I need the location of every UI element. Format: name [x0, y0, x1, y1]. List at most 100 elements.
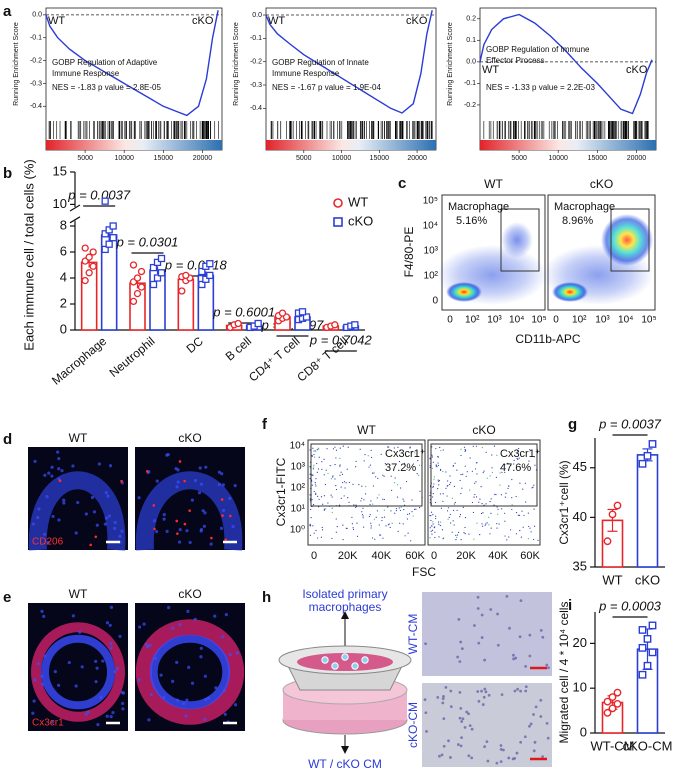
event-dot [460, 492, 462, 495]
event-dot [474, 468, 477, 470]
nucleus [57, 467, 61, 471]
column-label: WT [69, 587, 88, 601]
migrated-cell [467, 712, 470, 716]
data-point [129, 261, 138, 269]
event-dot [407, 532, 409, 534]
nucleus [103, 522, 107, 526]
y-axis-label: Each immune cell / total cells (%) [21, 159, 36, 350]
event-dot [387, 446, 390, 448]
gate-percent: 37.2% [385, 462, 416, 474]
nucleus [74, 531, 78, 535]
nucleus [233, 703, 238, 707]
event-dot [429, 458, 431, 460]
y-tick-label: -0.4 [250, 105, 262, 112]
event-dot [369, 503, 371, 506]
migrated-cell [483, 658, 487, 662]
data-point [109, 222, 117, 230]
nucleus [154, 656, 158, 661]
x-tick-label: WT [602, 572, 622, 587]
event-dot [435, 517, 437, 520]
event-dot [513, 459, 515, 462]
event-dot [325, 508, 327, 510]
event-dot [352, 527, 354, 529]
event-dot [488, 524, 490, 526]
event-dot [462, 473, 464, 475]
nucleus [71, 614, 75, 618]
event-dot [409, 447, 411, 449]
y-tick-label: 0 [432, 296, 438, 307]
event-dot [391, 489, 393, 491]
event-dot [432, 461, 434, 463]
event-dot [495, 476, 497, 478]
event-dot [315, 492, 317, 494]
event-dot [316, 471, 318, 473]
event-dot [462, 506, 464, 508]
event-dot [356, 535, 359, 537]
event-dot [321, 529, 324, 531]
transwell-image [422, 592, 552, 676]
event-dot [439, 446, 441, 449]
event-dot [519, 482, 521, 484]
event-dot [376, 510, 379, 512]
y-tick-label: 10⁰ [290, 525, 305, 536]
migrated-cell [459, 706, 463, 710]
event-dot [361, 485, 363, 487]
image-label: WT-CM [406, 614, 420, 655]
event-dot [474, 493, 476, 496]
event-dot [513, 463, 515, 465]
nucleus [62, 501, 66, 505]
event-dot [475, 496, 478, 498]
stain-ring [135, 619, 245, 725]
migrated-cell [489, 608, 493, 611]
x-tick-label: 20K [456, 550, 476, 562]
event-dot [451, 531, 453, 533]
stain-dot [94, 535, 98, 539]
event-dot [472, 445, 474, 447]
event-dot [480, 486, 482, 488]
event-dot [431, 456, 434, 458]
migrated-cell [496, 612, 499, 616]
event-dot [520, 536, 522, 538]
stain-dot [89, 543, 92, 547]
event-dot [441, 529, 444, 531]
event-dot [437, 456, 439, 458]
event-dot [348, 481, 350, 484]
event-dot [382, 474, 384, 476]
event-dot [383, 509, 386, 511]
event-dot [402, 523, 404, 525]
event-dot [403, 500, 405, 502]
event-dot [464, 448, 466, 451]
x-axis-label: CD11b-APC [515, 332, 580, 346]
event-dot [418, 507, 421, 509]
event-dot [330, 478, 333, 480]
event-dot [312, 525, 314, 527]
event-dot [437, 464, 440, 467]
nucleus [60, 469, 64, 473]
stain-label: CD206 [32, 537, 64, 548]
event-dot [382, 498, 384, 500]
y-tick-label: 10² [291, 483, 306, 494]
event-dot [312, 447, 314, 449]
bar [177, 278, 195, 331]
migrated-cell [483, 745, 487, 749]
migrated-cell [465, 710, 469, 714]
event-dot [432, 523, 434, 525]
p-value: p = 0.7042 [309, 332, 373, 347]
rank-colorbar [46, 140, 222, 150]
event-dot [469, 457, 471, 459]
event-dot [309, 498, 311, 500]
migrated-cell [502, 748, 505, 752]
event-dot [457, 531, 460, 533]
migrated-cell [449, 756, 452, 759]
event-dot [459, 479, 461, 482]
nucleus [176, 480, 180, 484]
event-dot [449, 483, 451, 486]
nucleus [50, 465, 54, 469]
event-dot [352, 528, 355, 531]
event-dot [435, 447, 437, 450]
nucleus [221, 508, 226, 513]
gate [310, 443, 423, 507]
event-dot [336, 526, 338, 528]
event-dot [372, 537, 374, 539]
data-point [105, 240, 113, 248]
